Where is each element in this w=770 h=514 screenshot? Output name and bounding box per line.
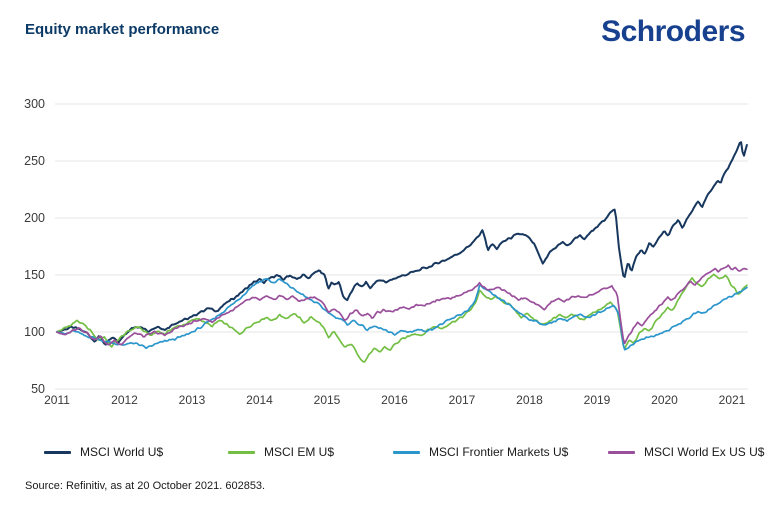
series-line-1 xyxy=(56,273,748,363)
chart-legend: MSCI World U$ MSCI EM U$ MSCI Frontier Mar… xyxy=(0,444,770,462)
legend-label: MSCI Frontier Markets U$ xyxy=(429,445,569,459)
legend-swatch-icon xyxy=(608,450,635,454)
source-note: Source: Refinitiv, as at 20 October 2021… xyxy=(25,480,266,492)
legend-label: MSCI World Ex US U$ xyxy=(644,445,765,459)
x-axis-tick-label: 2011 xyxy=(44,393,70,407)
legend-swatch-icon xyxy=(228,450,255,454)
legend-item-0: MSCI World U$ xyxy=(44,444,163,460)
y-axis-tick-label: 300 xyxy=(24,97,45,111)
x-axis-tick-label: 2016 xyxy=(381,393,408,407)
y-axis-tick-label: 250 xyxy=(24,154,45,168)
y-axis-tick-label: 100 xyxy=(24,325,45,339)
equity-performance-chart: 50 100 150 200 250 300 2011 2012 2013 2014 2015 201… xyxy=(24,97,748,407)
legend-label: MSCI World U$ xyxy=(80,445,164,459)
legend-label: MSCI EM U$ xyxy=(264,445,335,459)
y-axis-tick-label: 50 xyxy=(31,382,45,396)
x-axis-tick-label: 2019 xyxy=(584,393,611,407)
y-axis-tick-label: 150 xyxy=(24,268,45,282)
series-line-0 xyxy=(56,141,748,346)
x-axis-tick-label: 2013 xyxy=(179,393,206,407)
x-axis-tick-label: 2018 xyxy=(516,393,543,407)
legend-item-2: MSCI Frontier Markets U$ xyxy=(393,444,568,460)
legend-swatch-icon xyxy=(393,450,420,454)
x-axis-tick-label: 2021 xyxy=(719,393,746,407)
legend-item-1: MSCI EM U$ xyxy=(228,444,334,460)
series-line-3 xyxy=(56,264,748,346)
line-chart-canvas: 50 100 150 200 250 300 2011 2012 2013 2014 2015 201… xyxy=(24,97,748,407)
series-line-2 xyxy=(56,278,748,351)
x-axis-tick-label: 2017 xyxy=(449,393,476,407)
x-axis-tick-label: 2020 xyxy=(651,393,678,407)
x-axis-tick-label: 2015 xyxy=(314,393,341,407)
y-axis-tick-label: 200 xyxy=(24,211,45,225)
legend-item-3: MSCI World Ex US U$ xyxy=(608,444,764,460)
schroders-logo: Schroders xyxy=(601,15,745,48)
x-axis-tick-label: 2012 xyxy=(111,393,138,407)
legend-swatch-icon xyxy=(44,450,71,454)
x-axis-tick-label: 2014 xyxy=(246,393,273,407)
page-title: Equity market performance xyxy=(25,21,220,38)
